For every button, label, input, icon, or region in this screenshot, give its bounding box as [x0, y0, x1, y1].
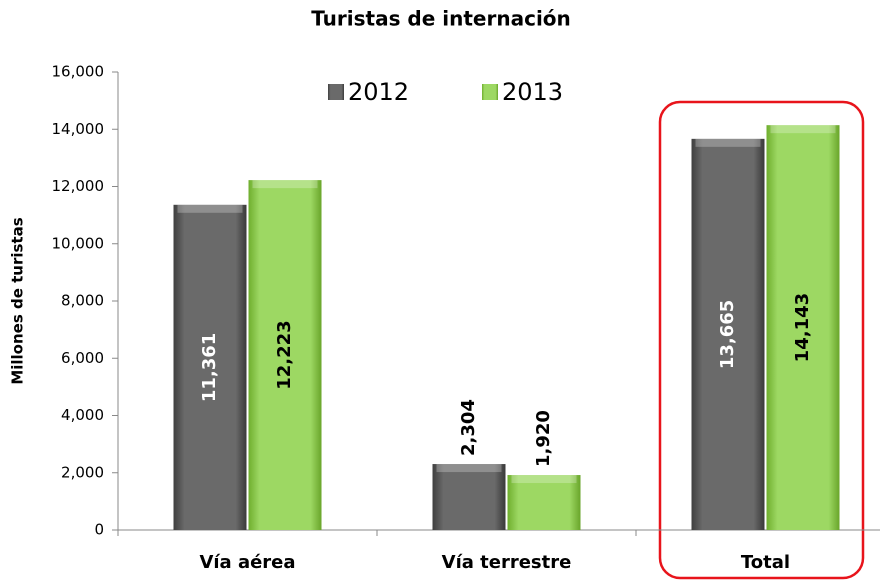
y-tick-label: 10,000: [52, 234, 105, 252]
y-tick-label: 12,000: [52, 177, 105, 195]
data-label: 13,665: [717, 300, 738, 369]
legend-label: 2013: [502, 78, 563, 106]
bar-bevel: [177, 204, 243, 213]
bar-bevel: [511, 475, 577, 484]
chart-title: Turistas de internación: [311, 7, 571, 31]
legend-label: 2012: [348, 78, 409, 106]
data-label: 2,304: [458, 399, 479, 456]
y-tick-label: 8,000: [61, 292, 104, 310]
legend-swatch: [482, 84, 498, 100]
bar: [432, 464, 506, 530]
bar: [507, 475, 581, 530]
y-tick-label: 2,000: [61, 463, 104, 481]
bar: [248, 180, 322, 530]
y-tick-label: 4,000: [61, 406, 104, 424]
y-tick-label: 14,000: [52, 120, 105, 138]
data-label: 1,920: [533, 410, 554, 467]
y-tick-label: 6,000: [61, 349, 104, 367]
highlight-box: [658, 100, 865, 580]
x-tick-label: Total: [741, 552, 790, 573]
bar: [766, 125, 840, 531]
bar-bevel: [436, 464, 502, 473]
legend-swatch: [328, 84, 344, 100]
y-tick-label: 16,000: [52, 63, 105, 81]
x-tick-label: Vía terrestre: [442, 552, 572, 573]
data-label: 12,223: [274, 320, 295, 389]
y-tick-label: 0: [94, 521, 104, 539]
bar-bevel: [770, 125, 836, 134]
y-axis-title: Millones de turistas: [9, 217, 27, 384]
data-label: 14,143: [792, 293, 813, 362]
bar-bevel: [695, 138, 761, 147]
bar: [173, 204, 247, 530]
bar-bevel: [252, 180, 318, 189]
data-label: 11,361: [199, 333, 220, 402]
bar: [691, 138, 765, 531]
x-tick-label: Vía aérea: [199, 552, 295, 573]
